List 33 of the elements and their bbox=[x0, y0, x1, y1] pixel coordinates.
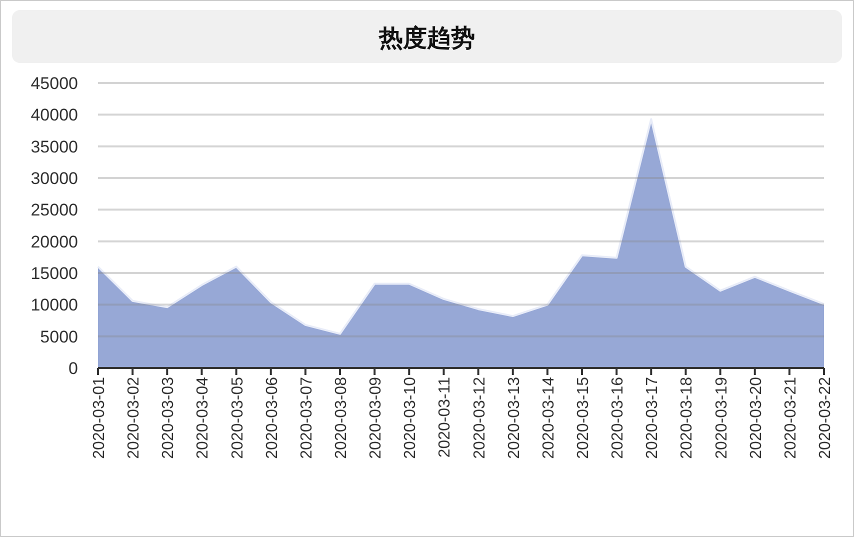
x-tick-label: 2020-03-02 bbox=[126, 376, 143, 459]
y-tick-label: 45000 bbox=[30, 74, 78, 93]
x-tick-label: 2020-03-20 bbox=[748, 376, 765, 459]
x-tick-label: 2020-03-07 bbox=[298, 376, 316, 459]
x-tick-label: 2020-03-22 bbox=[817, 376, 834, 459]
x-tick-label: 2020-03-13 bbox=[506, 376, 523, 459]
x-tick-label: 2020-03-11 bbox=[436, 376, 454, 458]
x-tick-label: 2020-03-06 bbox=[264, 376, 281, 459]
x-tick-label: 2020-03-05 bbox=[229, 376, 246, 459]
x-tick-label: 2020-03-17 bbox=[644, 376, 662, 459]
x-tick-label: 2020-03-16 bbox=[610, 376, 627, 459]
x-tick-label: 2020-03-10 bbox=[402, 376, 420, 459]
x-tick-label: 2020-03-08 bbox=[333, 376, 350, 459]
y-tick-label: 15000 bbox=[30, 264, 78, 283]
y-tick-label: 20000 bbox=[30, 232, 78, 252]
x-tick-label: 2020-03-18 bbox=[678, 376, 696, 459]
y-tick-label: 0 bbox=[68, 359, 78, 378]
x-tick-label: 2020-03-04 bbox=[194, 376, 212, 459]
y-tick-label: 5000 bbox=[40, 327, 78, 346]
chart-title: 热度趋势 bbox=[378, 25, 475, 52]
x-tick-label: 2020-03-19 bbox=[713, 376, 730, 459]
x-tick-label: 2020-03-14 bbox=[540, 376, 558, 459]
x-tick-label: 2020-03-03 bbox=[160, 376, 178, 459]
x-tick-label: 2020-03-09 bbox=[368, 376, 385, 459]
x-tick-label: 2020-03-12 bbox=[471, 376, 488, 459]
x-tick-label: 2020-03-21 bbox=[782, 376, 800, 459]
x-tick-label: 2020-03-01 bbox=[91, 376, 108, 459]
x-tick-label: 2020-03-15 bbox=[575, 376, 592, 459]
y-tick-label: 35000 bbox=[30, 137, 78, 156]
y-tick-label: 25000 bbox=[30, 200, 78, 220]
y-tick-label: 30000 bbox=[30, 169, 78, 188]
y-tick-label: 40000 bbox=[30, 106, 78, 125]
y-tick-label: 10000 bbox=[30, 296, 78, 315]
